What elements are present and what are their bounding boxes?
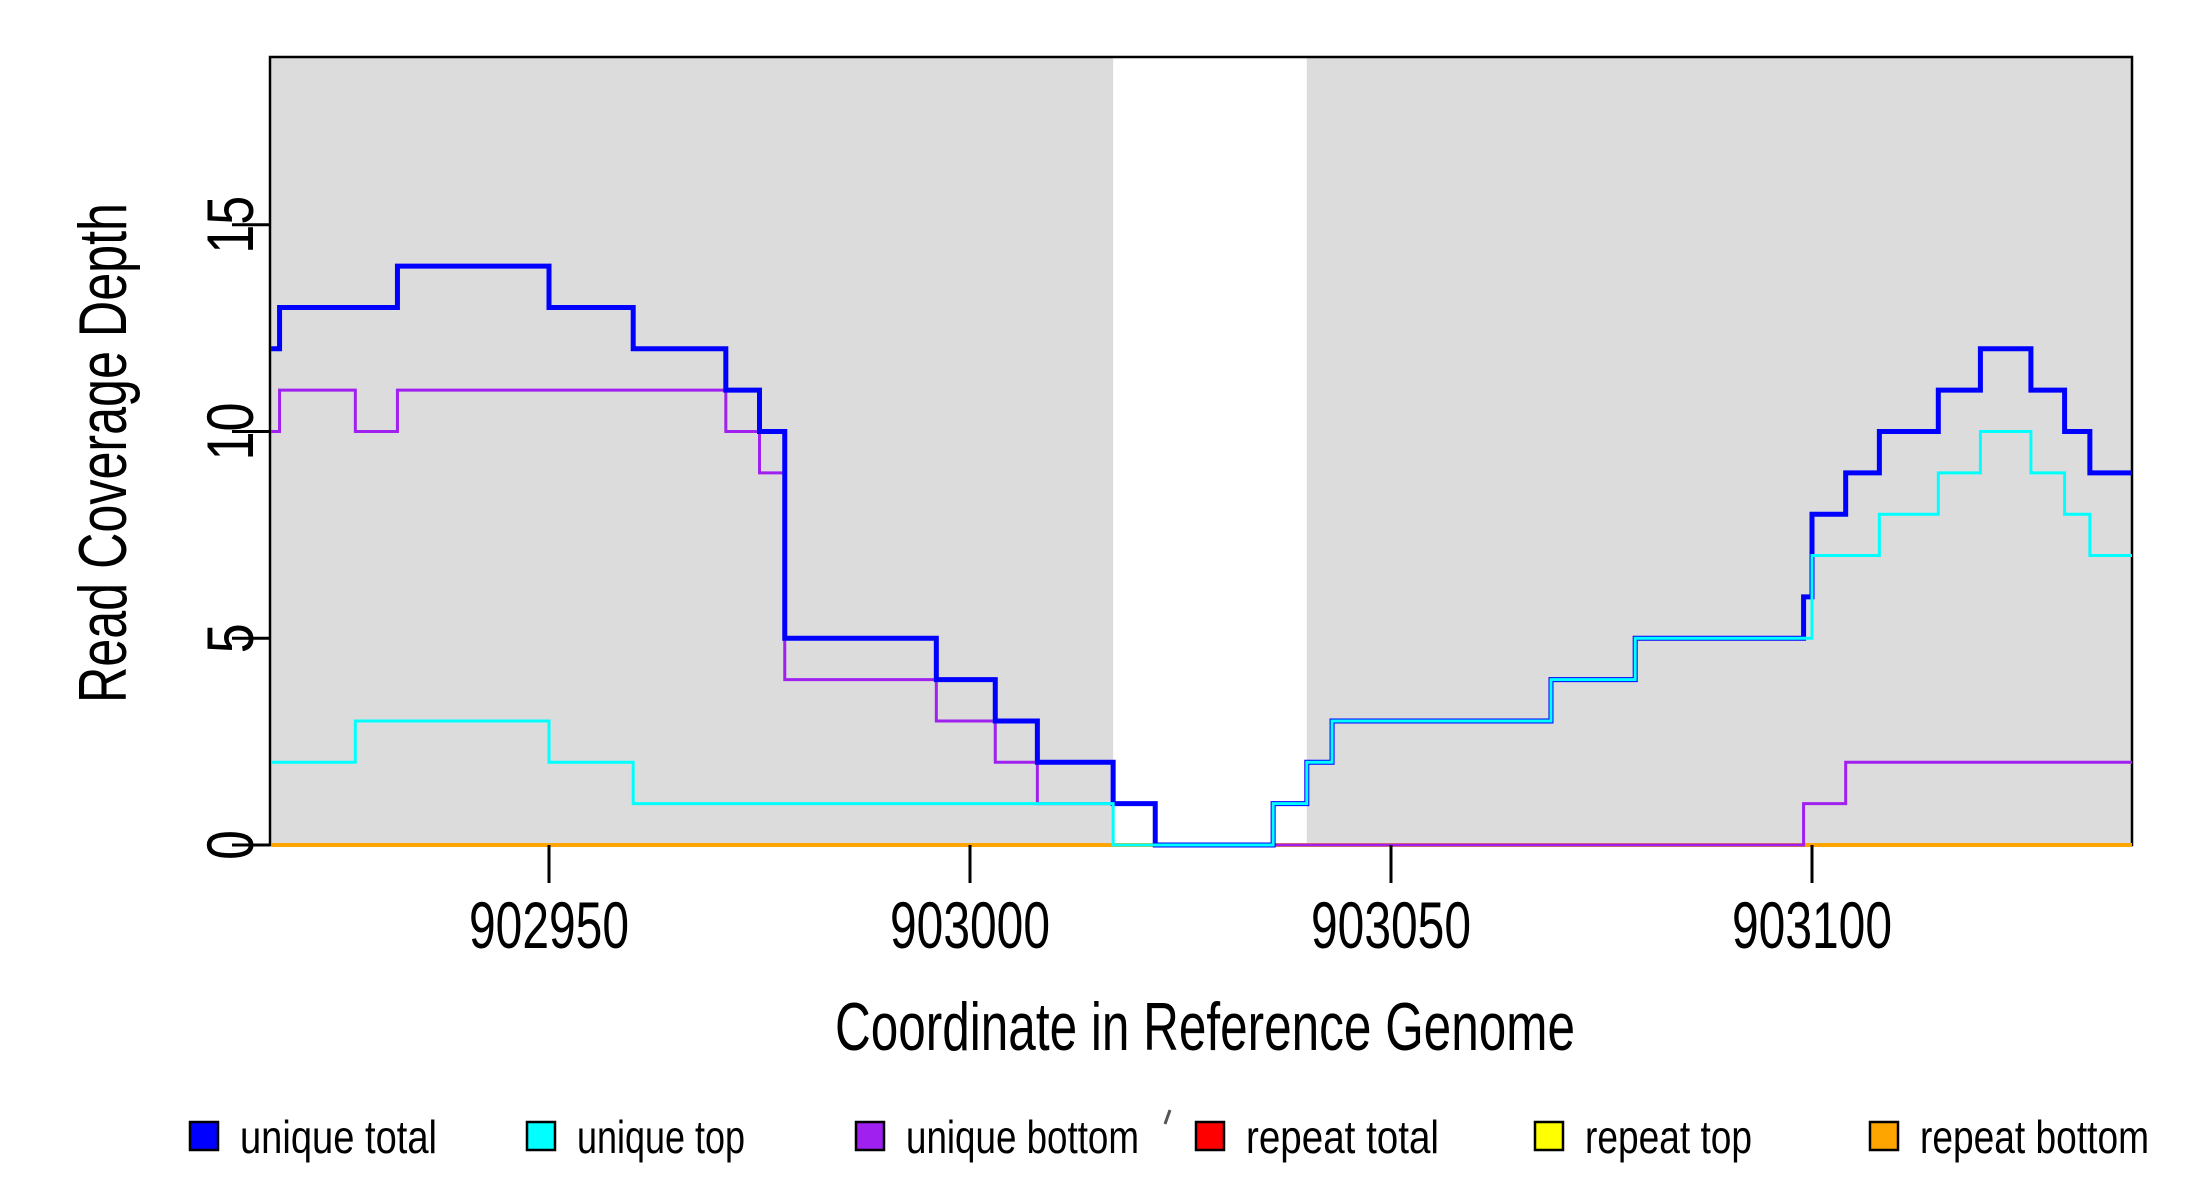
shaded-region	[1306, 58, 2132, 844]
legend-item-unique-top: unique top	[525, 1111, 745, 1163]
y-axis-title: Read Coverage Depth	[65, 203, 141, 703]
shaded-region	[271, 58, 1114, 844]
legend-label-repeat-total: repeat total	[1246, 1111, 1439, 1163]
y-axis-tick-labels: 0 5 10 15	[193, 196, 267, 860]
series-line-unique-top	[271, 430, 2132, 847]
x-tick-label-902950: 902950	[469, 888, 629, 962]
y-tick-label-5: 5	[193, 623, 267, 653]
unique-top-swatch-icon	[525, 1120, 557, 1152]
series-line-unique-bottom	[271, 388, 2132, 847]
legend: unique total unique top unique bottom re…	[188, 1109, 2149, 1163]
legend-label-unique-total: unique total	[240, 1111, 437, 1163]
legend-label-repeat-bottom: repeat bottom	[1920, 1111, 2149, 1163]
y-tick-label-10: 10	[193, 403, 267, 461]
stray-ink-mark	[1163, 1109, 1172, 1125]
repeat-top-swatch-icon	[1533, 1120, 1565, 1152]
x-tick-label-903000: 903000	[890, 888, 1050, 962]
x-axis-title: Coordinate in Reference Genome	[835, 989, 1575, 1065]
x-axis-ticks	[547, 845, 1814, 883]
legend-item-unique-bottom: unique bottom	[854, 1111, 1139, 1163]
repeat-bottom-swatch-icon	[1868, 1120, 1900, 1152]
series-lines-group	[271, 263, 2132, 848]
unique-total-swatch-icon	[188, 1120, 220, 1152]
y-tick-label-15: 15	[193, 196, 267, 254]
y-axis-ticks	[232, 223, 270, 847]
x-axis-tick-labels: 902950 903000 903050 903100	[469, 888, 1892, 962]
x-tick-label-903100: 903100	[1732, 888, 1892, 962]
shaded-regions-group	[271, 58, 2132, 844]
legend-item-repeat-total: repeat total	[1194, 1111, 1439, 1163]
legend-label-unique-top: unique top	[577, 1111, 745, 1163]
legend-item-repeat-top: repeat top	[1533, 1111, 1752, 1163]
x-tick-label-903050: 903050	[1311, 888, 1471, 962]
legend-item-repeat-bottom: repeat bottom	[1868, 1111, 2149, 1163]
repeat-total-swatch-icon	[1194, 1120, 1226, 1152]
y-tick-label-0: 0	[193, 830, 267, 860]
legend-label-unique-bottom: unique bottom	[906, 1111, 1139, 1163]
legend-item-unique-total: unique total	[188, 1111, 437, 1163]
unique-bottom-swatch-icon	[854, 1120, 886, 1152]
legend-label-repeat-top: repeat top	[1585, 1111, 1752, 1163]
